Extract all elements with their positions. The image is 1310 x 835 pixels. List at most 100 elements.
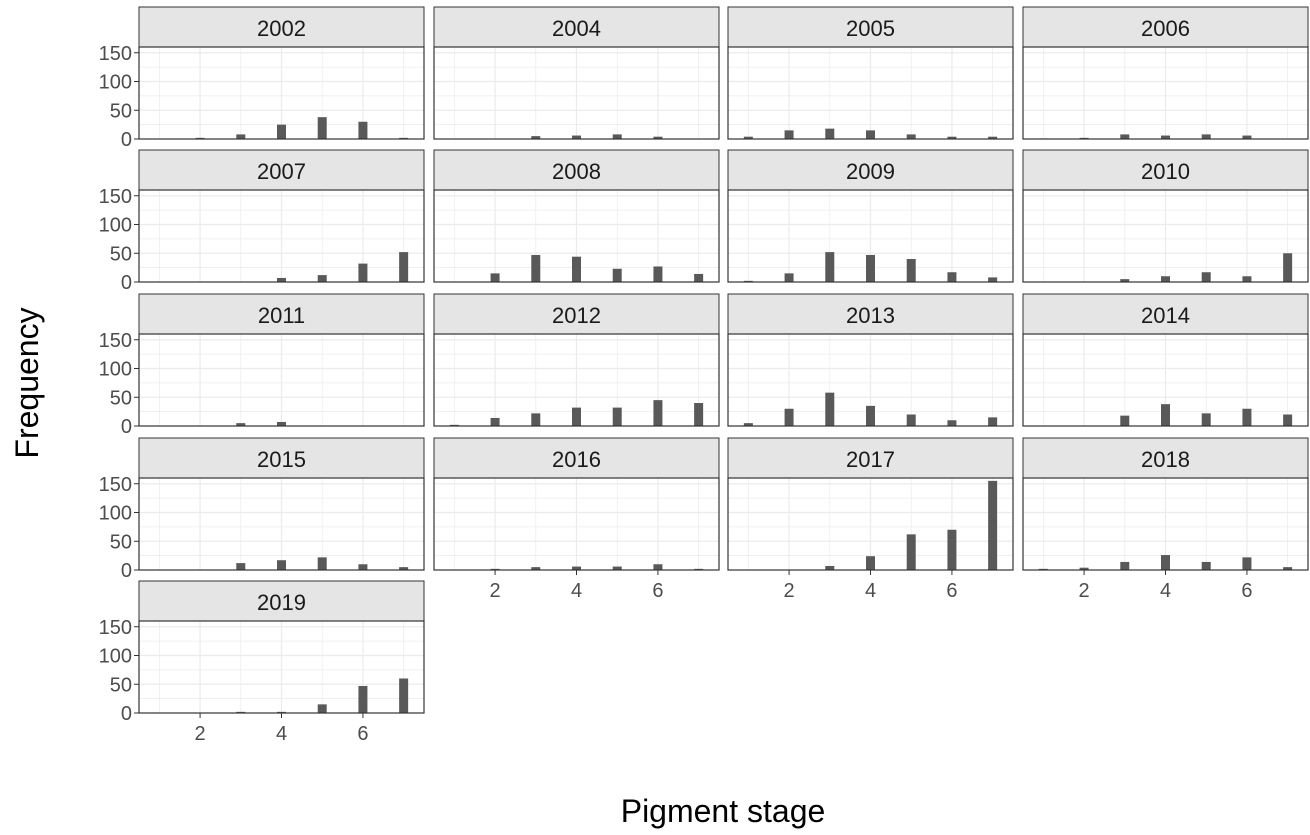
facet-strip-label: 2018 — [1141, 447, 1190, 472]
x-tick-label: 4 — [1160, 580, 1171, 602]
facet-strip — [727, 293, 1014, 335]
bar — [236, 423, 246, 426]
bar — [906, 534, 916, 570]
bar — [906, 259, 916, 282]
bar — [906, 414, 916, 426]
bar — [317, 704, 327, 713]
y-tick-label: 0 — [121, 272, 132, 294]
facet-strip-label: 2013 — [846, 303, 895, 328]
bar — [947, 136, 957, 139]
facet-strip-label: 2012 — [552, 303, 601, 328]
bar — [1201, 413, 1211, 426]
y-tick-label: 100 — [99, 215, 132, 237]
bar — [612, 407, 622, 426]
y-tick-label: 0 — [121, 416, 132, 438]
facet-panel: 2013 — [727, 293, 1014, 427]
facet-strip-label: 2011 — [258, 303, 305, 328]
bar — [572, 256, 581, 282]
bar — [490, 417, 500, 426]
bar — [358, 121, 368, 139]
facet-panel: 2011 0 50 100 150 — [99, 293, 425, 438]
bar — [1242, 276, 1252, 282]
facet-panel: 2018 2 4 6 — [1022, 437, 1309, 602]
bar — [399, 252, 409, 282]
facet-strip — [138, 437, 425, 479]
bar — [1242, 557, 1252, 570]
y-tick-label: 150 — [99, 186, 132, 208]
bar — [825, 392, 835, 426]
x-tick-label: 6 — [652, 580, 663, 602]
bar — [317, 117, 327, 139]
facet-panel: 2010 — [1022, 149, 1309, 283]
y-tick-label: 0 — [121, 560, 132, 582]
facet-strip-label: 2014 — [1141, 303, 1190, 328]
bar — [1120, 415, 1130, 426]
y-tick-label: 0 — [121, 703, 132, 725]
facet-panel: 2014 — [1022, 293, 1309, 427]
bar — [653, 400, 663, 426]
facet-panel: 2005 — [727, 6, 1014, 140]
x-tick-label: 6 — [946, 580, 957, 602]
bar — [825, 565, 835, 570]
bar — [236, 563, 246, 570]
bar — [1120, 561, 1130, 570]
facet-strip — [727, 437, 1014, 479]
facet-strip-label: 2019 — [257, 590, 306, 615]
bar — [694, 273, 704, 282]
facet-strip — [1022, 6, 1309, 48]
facet-strip-label: 2008 — [552, 159, 601, 184]
bar — [1120, 134, 1130, 139]
panel-border — [433, 333, 720, 427]
y-tick-label: 100 — [99, 359, 132, 381]
bar — [1120, 279, 1130, 282]
bar — [1201, 134, 1211, 139]
panel-border — [138, 477, 425, 571]
panel-border — [727, 46, 1014, 140]
panel-border — [433, 189, 720, 283]
panel-border — [1022, 46, 1309, 140]
y-tick-label: 100 — [99, 72, 132, 94]
facet-panel: 2017 2 4 6 — [727, 437, 1014, 602]
facet-strip-label: 2006 — [1141, 16, 1190, 41]
facet-strip — [138, 293, 425, 335]
panel-border — [1022, 189, 1309, 283]
facet-strip — [138, 149, 425, 191]
bar — [825, 128, 835, 139]
facet-strip — [433, 149, 720, 191]
y-tick-label: 50 — [110, 100, 132, 122]
bar — [358, 564, 368, 570]
panel-border — [1022, 333, 1309, 427]
bar — [653, 266, 663, 282]
bar — [531, 413, 541, 426]
x-tick-label: 2 — [1079, 580, 1090, 602]
bar — [1283, 253, 1293, 282]
facet-strip — [1022, 293, 1309, 335]
facet-strip-label: 2010 — [1141, 159, 1190, 184]
panel-border — [727, 333, 1014, 427]
bar — [694, 403, 704, 426]
bar — [277, 560, 286, 570]
y-tick-label: 150 — [99, 330, 132, 352]
bar — [1283, 414, 1293, 426]
facet-strip — [433, 437, 720, 479]
bar — [1201, 272, 1211, 282]
y-tick-label: 150 — [99, 43, 132, 65]
x-axis-title: Pigment stage — [621, 793, 826, 829]
facet-strip-label: 2002 — [257, 16, 306, 41]
bar — [399, 567, 409, 570]
bar — [1161, 555, 1170, 570]
bar — [531, 567, 541, 570]
x-tick-label: 4 — [276, 723, 287, 745]
bar — [866, 405, 875, 426]
bar — [277, 277, 286, 282]
bar — [743, 136, 753, 139]
bar — [358, 685, 368, 713]
y-tick-label: 0 — [121, 129, 132, 151]
bar — [947, 420, 957, 426]
bar — [612, 268, 622, 282]
bar — [531, 136, 541, 139]
bar — [988, 136, 998, 139]
facet-panel: 2009 — [727, 149, 1014, 283]
